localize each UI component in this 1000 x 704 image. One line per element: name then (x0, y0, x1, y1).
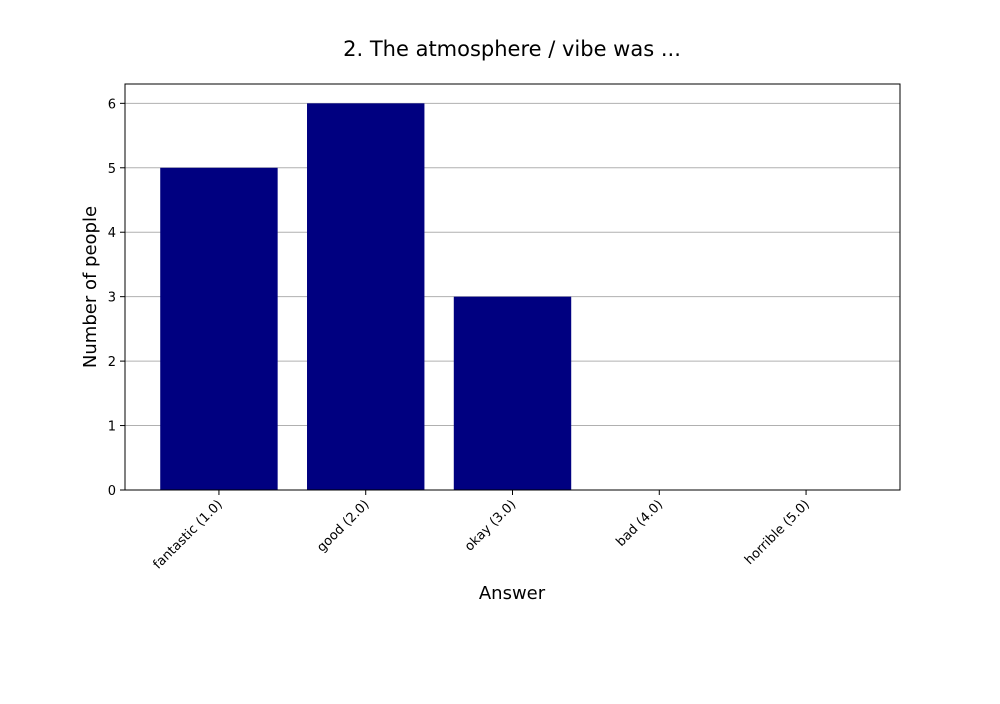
y-tick-label: 2 (108, 355, 116, 370)
y-tick-label: 1 (108, 420, 116, 435)
x-axis-label: Answer (479, 583, 546, 604)
y-tick-label: 4 (108, 226, 116, 241)
bar-1 (307, 103, 425, 490)
y-axis-ticks: 0 1 2 3 4 5 6 (108, 97, 125, 499)
y-tick-label: 6 (108, 97, 116, 112)
x-tick-label: fantastic (1.0) (151, 497, 226, 572)
x-tick-label: good (2.0) (314, 497, 372, 555)
y-tick-label: 3 (108, 291, 116, 306)
x-tick-label: bad (4.0) (613, 497, 666, 550)
y-tick-label: 0 (108, 484, 116, 499)
y-axis-label: Number of people (80, 206, 101, 368)
chart-title: 2. The atmosphere / vibe was ... (343, 37, 681, 61)
x-tick-label: okay (3.0) (462, 497, 519, 554)
y-tick-label: 5 (108, 162, 116, 177)
bar-0 (160, 167, 278, 490)
x-axis-ticks: fantastic (1.0) good (2.0) okay (3.0) bad (… (151, 490, 813, 572)
bars (160, 103, 572, 490)
x-tick-label: horrible (5.0) (742, 497, 813, 568)
bar-2 (453, 296, 572, 490)
